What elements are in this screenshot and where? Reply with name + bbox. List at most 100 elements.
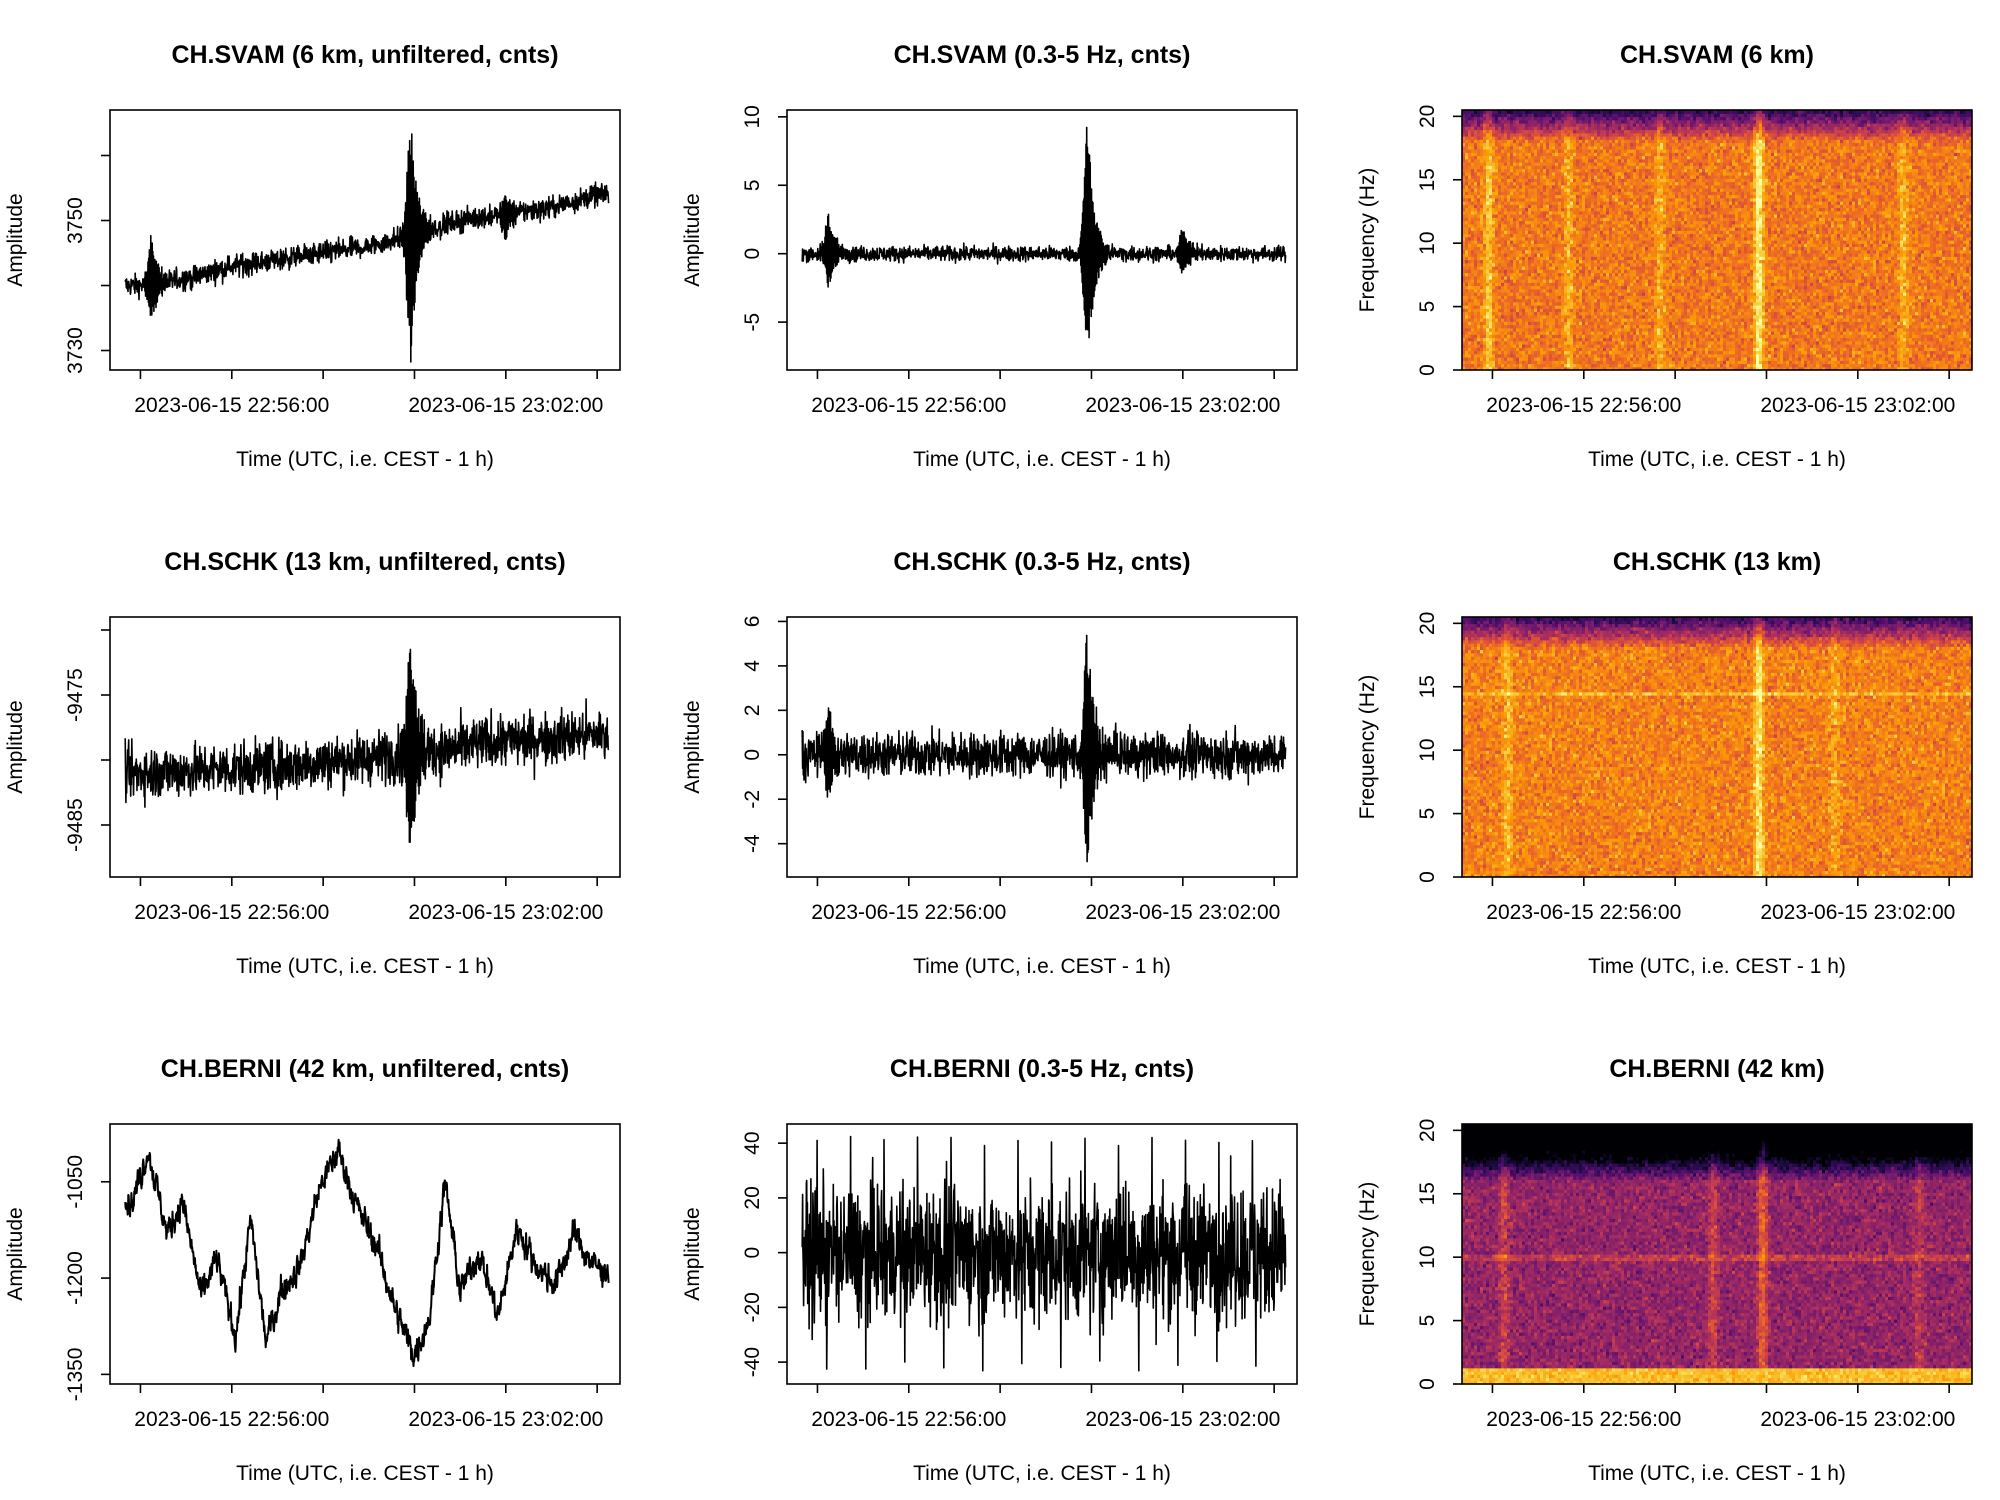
spectrogram-cell (1537, 184, 1541, 189)
spectrogram-cell (1528, 269, 1532, 274)
spectrogram-cell (1534, 279, 1538, 283)
spectrogram-cell (1537, 256, 1541, 261)
spectrogram-cell (1528, 314, 1532, 319)
spectrogram-cell (1513, 181, 1517, 186)
spectrogram-cell (1489, 266, 1493, 270)
spectrogram-cell (1504, 217, 1508, 222)
spectrogram-cell (1492, 327, 1496, 332)
spectrogram-cell (1501, 152, 1505, 157)
spectrogram-cell (1528, 295, 1532, 300)
spectrogram-cell (1540, 214, 1544, 218)
spectrogram-cell (1537, 168, 1541, 173)
spectrogram-cell (1558, 197, 1562, 202)
spectrogram-cell (1489, 184, 1493, 189)
spectrogram-cell (1510, 201, 1514, 205)
spectrogram-cell (1531, 331, 1535, 335)
spectrogram-cell (1537, 123, 1541, 127)
spectrogram-cell (1516, 357, 1520, 361)
panel-svam_spec: CH.SVAM (6 km)2023-06-15 22:56:00 2023-06… (1356, 41, 1973, 471)
spectrogram-cell (1465, 197, 1469, 202)
spectrogram-cell (1561, 230, 1565, 235)
spectrogram-cell (1522, 233, 1526, 238)
spectrogram-cell (1513, 227, 1517, 231)
spectrogram-cell (1474, 191, 1478, 196)
spectrogram-cell (1507, 246, 1511, 251)
spectrogram-cell (1561, 262, 1565, 267)
spectrogram-cell (1486, 318, 1490, 322)
spectrogram-cell (1471, 236, 1475, 241)
spectrogram-cell (1531, 197, 1535, 202)
spectrogram-cell (1519, 152, 1523, 157)
spectrogram-cell (1477, 269, 1481, 274)
spectrogram-cell (1486, 119, 1490, 124)
spectrogram-cell (1486, 279, 1490, 283)
spectrogram-cell (1522, 285, 1526, 290)
spectrogram-cell (1465, 259, 1469, 264)
spectrogram-cell (1537, 334, 1541, 339)
panel-svam_raw: CH.SVAM (6 km, unfiltered, cnts)2023-06-… (4, 41, 621, 471)
spectrogram-cell (1510, 334, 1514, 339)
spectrogram-cell (1513, 357, 1517, 361)
spectrogram-cell (1486, 214, 1490, 218)
spectrogram-cell (1543, 123, 1547, 127)
spectrogram-cell (1486, 181, 1490, 186)
spectrogram-cell (1462, 139, 1466, 144)
spectrogram-cell (1462, 240, 1466, 244)
spectrogram-cell (1495, 184, 1499, 189)
spectrogram-cell (1522, 262, 1526, 267)
spectrogram-cell (1510, 126, 1514, 131)
spectrogram-cell (1561, 217, 1565, 222)
spectrogram-cell (1489, 110, 1493, 114)
spectrogram-cell (1489, 240, 1493, 244)
spectrogram-cell (1513, 249, 1517, 254)
spectrogram-cell (1528, 292, 1532, 296)
spectrogram-cell (1504, 279, 1508, 283)
spectrogram-cell (1513, 308, 1517, 313)
spectrogram-cell (1489, 269, 1493, 274)
spectrogram-cell (1495, 181, 1499, 186)
spectrogram-cell (1522, 301, 1526, 306)
spectrogram-cell (1546, 269, 1550, 274)
spectrogram-cell (1525, 295, 1529, 300)
spectrogram-cell (1510, 162, 1514, 166)
spectrogram-cell (1522, 162, 1526, 166)
spectrogram-cell (1486, 165, 1490, 170)
spectrogram-cell (1543, 162, 1547, 166)
spectrogram-cell (1552, 334, 1556, 339)
spectrogram-cell (1555, 119, 1559, 124)
spectrogram-cell (1498, 350, 1502, 355)
spectrogram-cell (1546, 347, 1550, 352)
spectrogram-cell (1558, 269, 1562, 274)
spectrogram-cell (1543, 155, 1547, 160)
spectrogram-cell (1549, 110, 1553, 114)
spectrogram-cell (1558, 253, 1562, 257)
spectrogram-cell (1558, 347, 1562, 352)
spectrogram-cell (1522, 168, 1526, 173)
spectrogram-cell (1540, 158, 1544, 163)
spectrogram-cell (1483, 113, 1487, 118)
spectrogram-cell (1561, 314, 1565, 319)
spectrogram-cell (1519, 282, 1523, 287)
spectrogram-cell (1492, 175, 1496, 179)
spectrogram-cell (1489, 344, 1493, 348)
spectrogram-cell (1513, 240, 1517, 244)
spectrogram-cell (1507, 366, 1511, 370)
spectrogram-cell (1468, 246, 1472, 251)
spectrogram-cell (1501, 353, 1505, 358)
spectrogram-cell (1513, 113, 1517, 118)
spectrogram-cell (1546, 165, 1550, 170)
spectrogram-cell (1561, 246, 1565, 251)
spectrogram-cell (1480, 298, 1484, 303)
spectrogram-cell (1492, 188, 1496, 192)
spectrogram-cell (1462, 256, 1466, 261)
spectrogram-cell (1468, 217, 1472, 222)
spectrogram-cell (1489, 259, 1493, 264)
spectrogram-cell (1543, 175, 1547, 179)
spectrogram-cell (1474, 168, 1478, 173)
spectrogram-cell (1555, 292, 1559, 296)
spectrogram-cell (1555, 116, 1559, 121)
spectrogram-cell (1531, 292, 1535, 296)
spectrogram-cell (1558, 168, 1562, 173)
spectrogram-cell (1558, 295, 1562, 300)
